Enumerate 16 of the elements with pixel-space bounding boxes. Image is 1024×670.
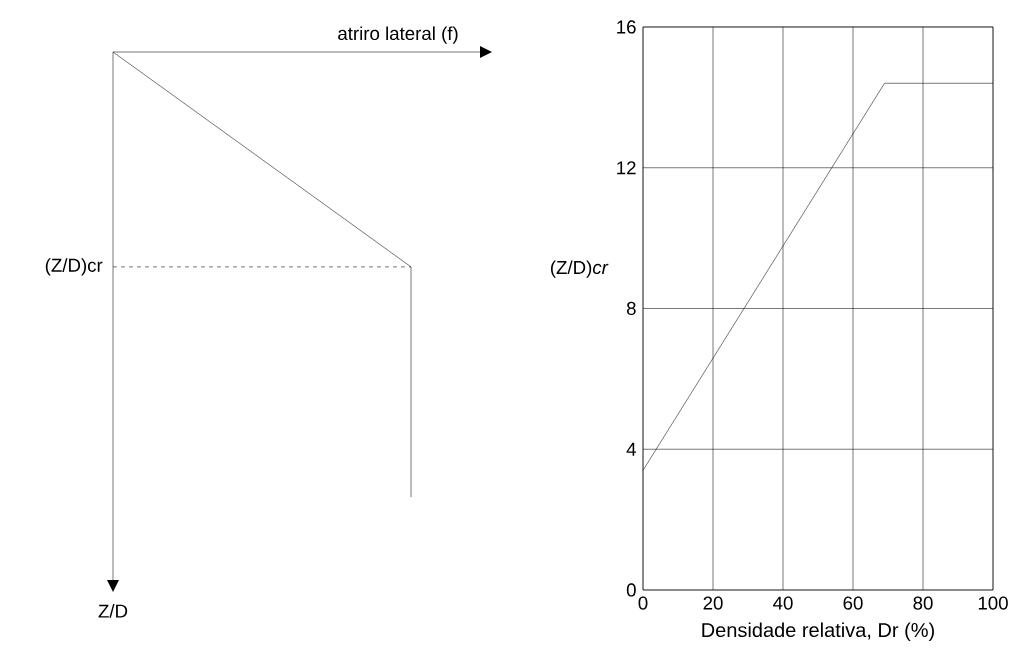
y-tick-label: 16 xyxy=(617,20,636,34)
x-axis-title: Densidade relativa, Dr (%) xyxy=(702,622,934,642)
x-tick-label: 100 xyxy=(978,596,1008,610)
y-axis-title: (Z/D)cr xyxy=(550,260,609,278)
x-tick-label: 60 xyxy=(843,596,863,610)
x-tick-label: 0 xyxy=(638,596,648,610)
y-tick-label: 4 xyxy=(626,442,636,456)
y-tick-label: 0 xyxy=(626,583,636,597)
y-tick-label: 12 xyxy=(617,161,636,175)
x-tick-label: 80 xyxy=(913,596,933,610)
x-tick-label: 20 xyxy=(703,596,723,610)
text: atriro lateral (f) xyxy=(338,26,458,44)
text: Z/D xyxy=(98,604,128,618)
y-tick-label: 8 xyxy=(626,301,636,316)
x-tick-label: 40 xyxy=(773,596,793,610)
text: (Z/D)cr xyxy=(45,258,103,276)
